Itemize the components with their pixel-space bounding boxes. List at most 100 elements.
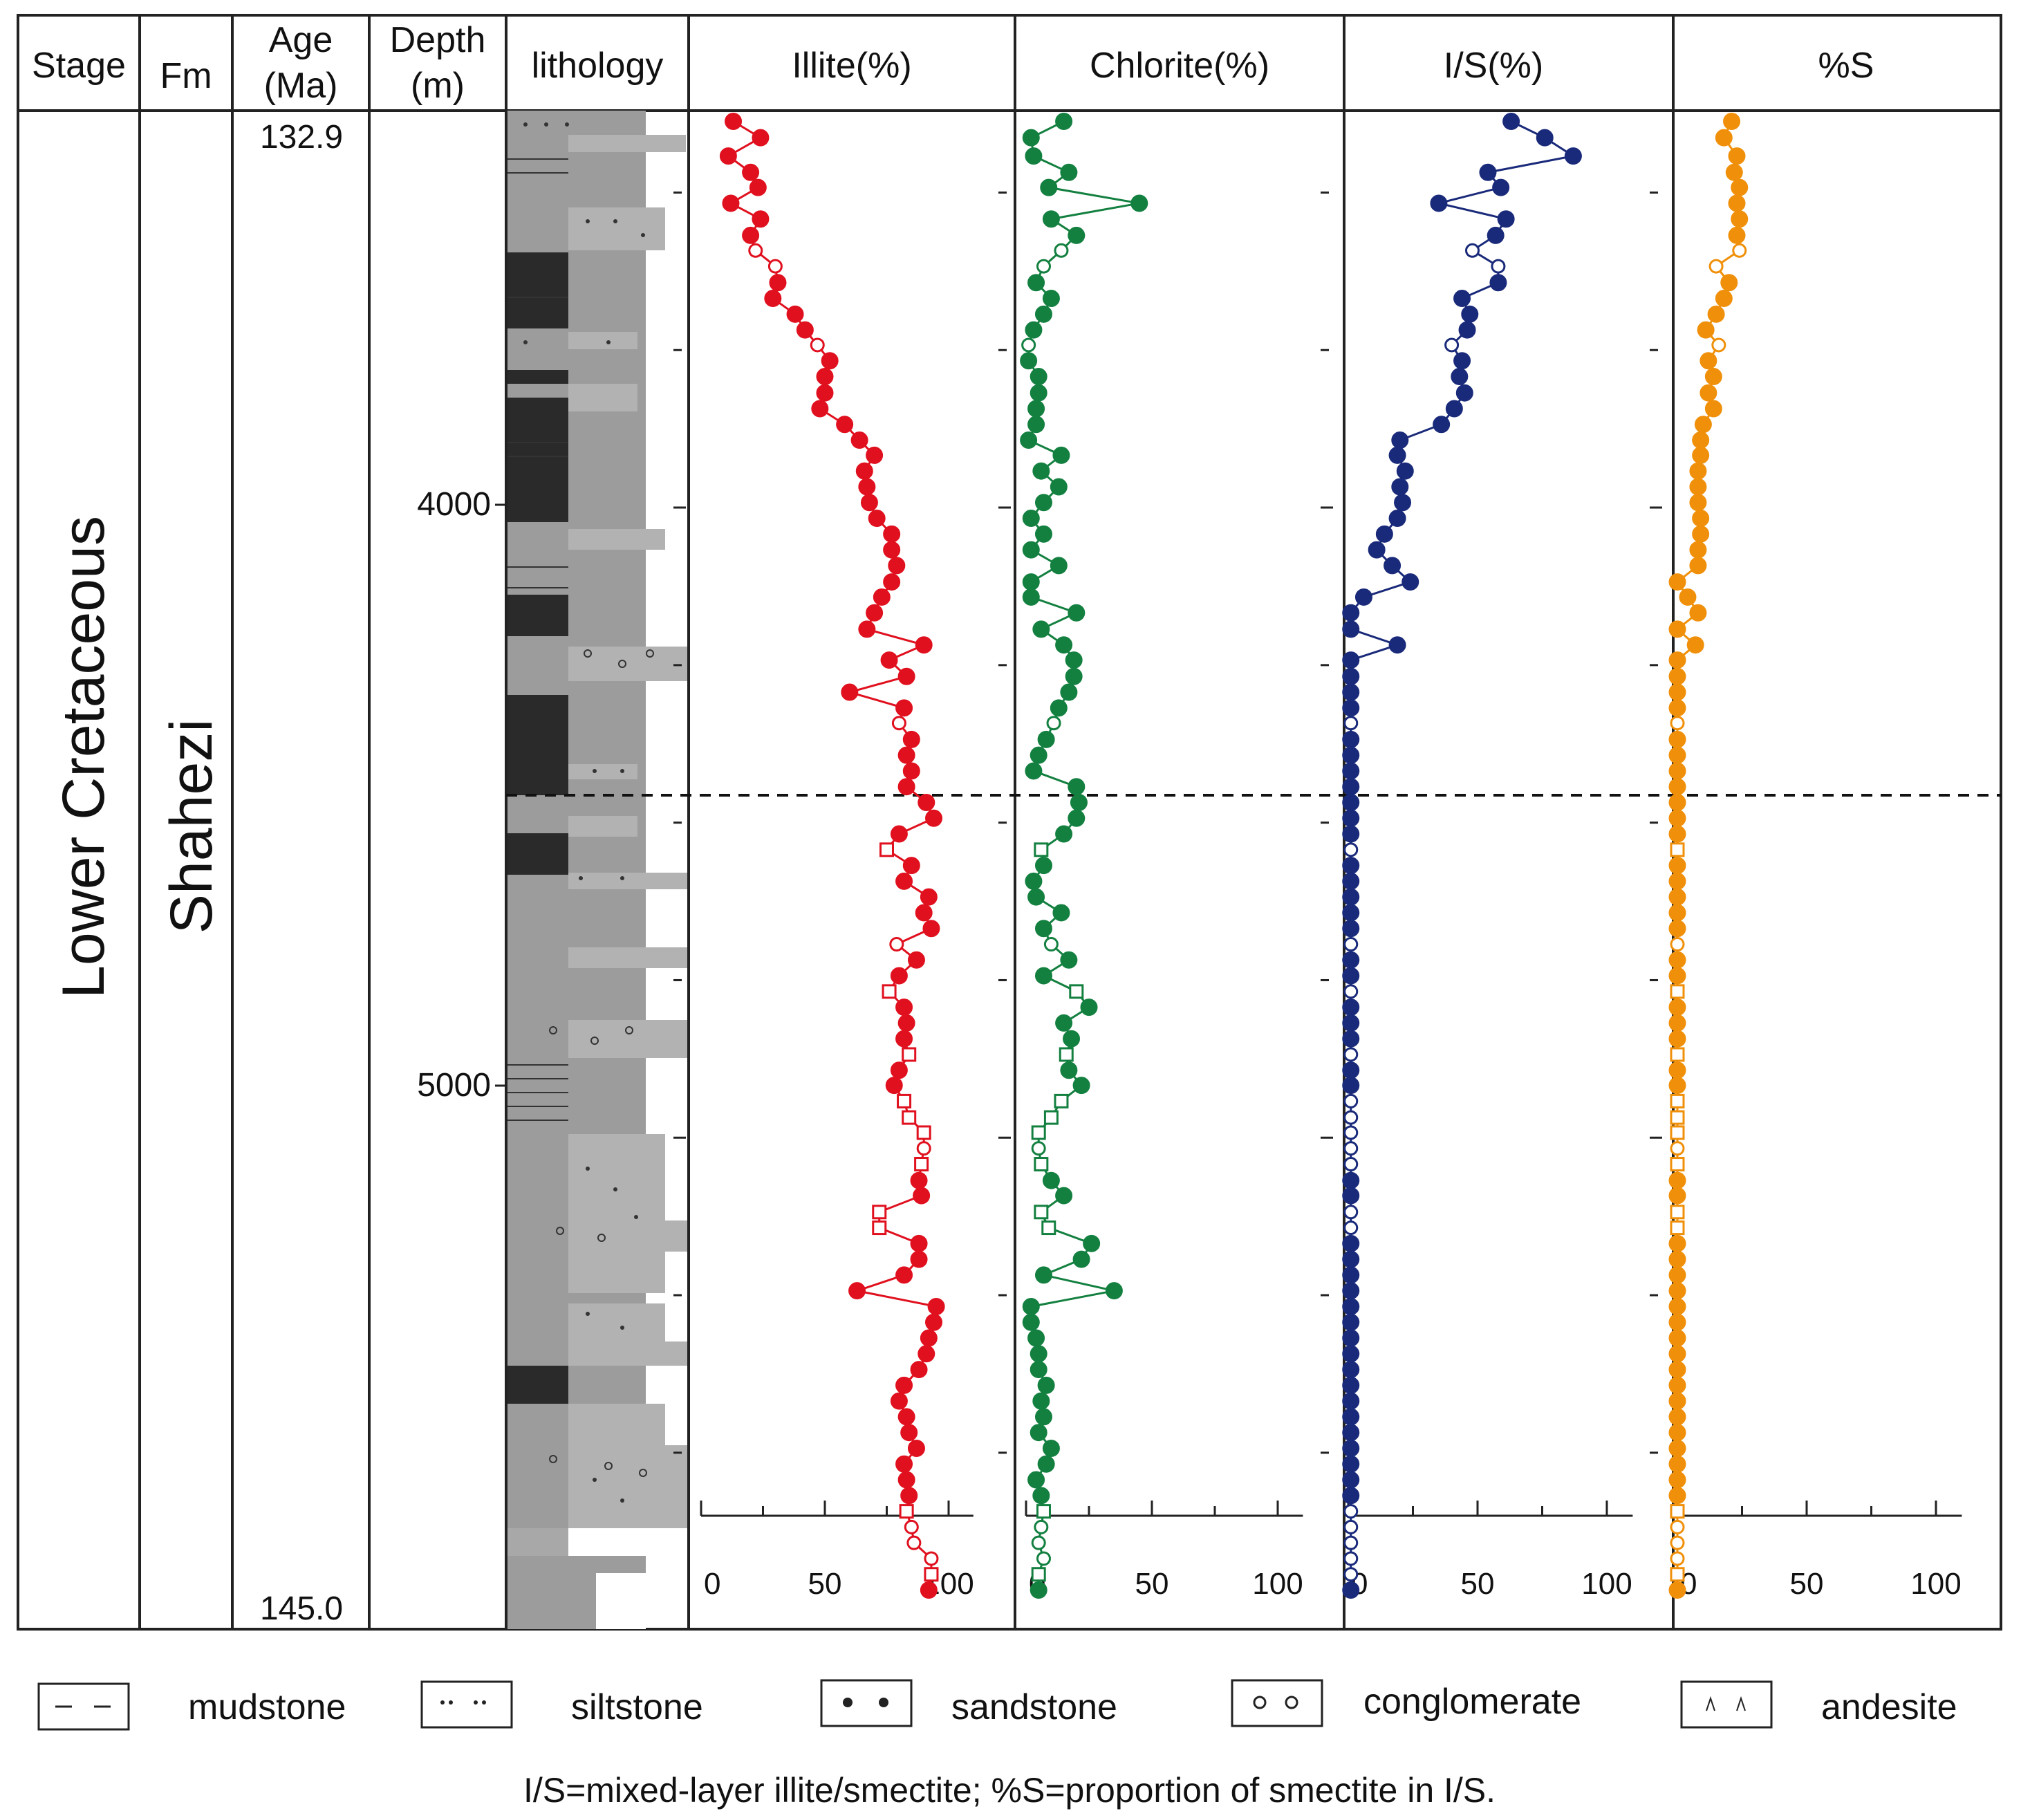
data-point-s — [1728, 194, 1746, 212]
data-point-is — [1343, 1205, 1359, 1220]
data-point-illite — [749, 178, 767, 196]
data-point-illite — [918, 1345, 935, 1363]
legend-siltstone: siltstone — [420, 1680, 703, 1729]
data-point-is — [1502, 112, 1520, 130]
data-point-s — [1731, 210, 1749, 228]
data-point-illite — [925, 809, 943, 827]
data-point-chlorite — [1030, 368, 1047, 386]
data-point-chlorite — [1034, 1157, 1049, 1172]
data-point-illite — [811, 400, 829, 418]
data-point-illite — [816, 384, 834, 402]
series-line-illite — [726, 120, 938, 1590]
data-point-chlorite — [1080, 999, 1098, 1016]
data-point-chlorite — [1070, 794, 1088, 812]
data-point-chlorite — [1050, 699, 1068, 717]
data-point-chlorite — [1025, 872, 1043, 890]
data-point-s — [1668, 1361, 1686, 1379]
data-point-is — [1342, 1376, 1360, 1394]
data-point-illite — [895, 999, 913, 1016]
data-point-s — [1668, 888, 1686, 906]
data-point-s — [1692, 446, 1710, 464]
data-point-s — [1668, 967, 1686, 985]
data-point-s — [1670, 716, 1685, 731]
data-point-illite — [725, 112, 743, 130]
data-point-chlorite — [1052, 904, 1070, 922]
data-point-s — [1668, 872, 1686, 890]
data-point-illite — [821, 352, 839, 370]
data-point-s — [1689, 494, 1707, 512]
header-lithology: lithology — [532, 46, 664, 86]
data-point-illite — [924, 1567, 939, 1582]
data-point-s — [1670, 1110, 1685, 1125]
formation-label: Shahezi — [158, 719, 225, 934]
data-point-illite — [897, 667, 915, 685]
data-point-illite — [895, 1455, 913, 1473]
data-point-is — [1342, 1250, 1360, 1268]
x-tick-label: 100 — [1910, 1567, 1961, 1601]
data-point-illite — [895, 872, 913, 890]
data-point-chlorite — [1022, 129, 1040, 147]
panel-is: 0 50 100 — [1321, 112, 1633, 1601]
data-point-chlorite — [1020, 431, 1038, 449]
data-point-is — [1394, 494, 1412, 512]
data-point-chlorite — [1046, 716, 1061, 731]
data-point-s — [1668, 1455, 1686, 1473]
data-point-chlorite — [1037, 1376, 1055, 1394]
data-point-is — [1342, 1439, 1360, 1457]
header-chlorite: Chlorite(%) — [1090, 46, 1269, 86]
data-point-illite — [769, 274, 787, 292]
data-point-illite — [816, 368, 834, 386]
data-point-illite — [850, 431, 868, 449]
data-point-chlorite — [1034, 967, 1052, 985]
data-point-illite — [900, 1487, 918, 1505]
data-point-is — [1388, 636, 1406, 654]
data-point-is — [1343, 1157, 1359, 1172]
data-point-chlorite — [1130, 194, 1148, 212]
data-point-is — [1342, 1345, 1360, 1363]
legend-mudstone-label: mudstone — [188, 1687, 346, 1727]
age-bottom-label: 145.0 — [260, 1590, 343, 1627]
data-point-illite — [902, 1047, 917, 1062]
data-point-illite — [879, 842, 894, 857]
data-point-s — [1668, 999, 1686, 1016]
lithology-column — [507, 111, 687, 1629]
data-point-is — [1564, 147, 1582, 165]
data-point-is — [1342, 1187, 1360, 1205]
data-point-illite — [890, 825, 908, 843]
x-tick-label: 50 — [1790, 1567, 1824, 1601]
data-point-s — [1668, 1345, 1686, 1363]
data-point-s — [1668, 683, 1686, 701]
x-tick-label: 50 — [1135, 1567, 1169, 1601]
data-point-illite — [890, 1061, 908, 1079]
data-point-illite — [899, 1504, 914, 1519]
data-point-illite — [866, 604, 884, 622]
data-point-chlorite — [1037, 730, 1055, 748]
data-point-illite — [742, 163, 760, 181]
data-point-s — [1668, 573, 1686, 591]
data-point-chlorite — [1031, 1141, 1046, 1156]
data-point-is — [1445, 400, 1463, 418]
data-point-is — [1342, 1313, 1360, 1331]
data-point-is — [1342, 1408, 1360, 1426]
data-point-chlorite — [1065, 667, 1083, 685]
data-point-is — [1342, 857, 1360, 875]
data-point-s — [1668, 778, 1686, 796]
data-point-s — [1670, 1125, 1685, 1140]
data-point-chlorite — [1036, 1504, 1051, 1519]
data-point-s — [1668, 809, 1686, 827]
data-point-illite — [907, 951, 925, 969]
data-point-illite — [796, 321, 814, 339]
data-point-chlorite — [1027, 888, 1045, 906]
data-point-is — [1455, 384, 1473, 402]
data-point-s — [1704, 368, 1722, 386]
data-point-chlorite — [1055, 636, 1073, 654]
data-point-s — [1668, 1487, 1686, 1505]
data-point-is — [1391, 431, 1409, 449]
data-point-illite — [895, 1030, 913, 1048]
data-point-chlorite — [1034, 494, 1052, 512]
data-point-is — [1368, 541, 1386, 559]
data-point-illite — [767, 259, 783, 274]
data-point-s — [1689, 541, 1707, 559]
data-point-s — [1670, 1519, 1685, 1534]
data-point-s — [1668, 1297, 1686, 1315]
